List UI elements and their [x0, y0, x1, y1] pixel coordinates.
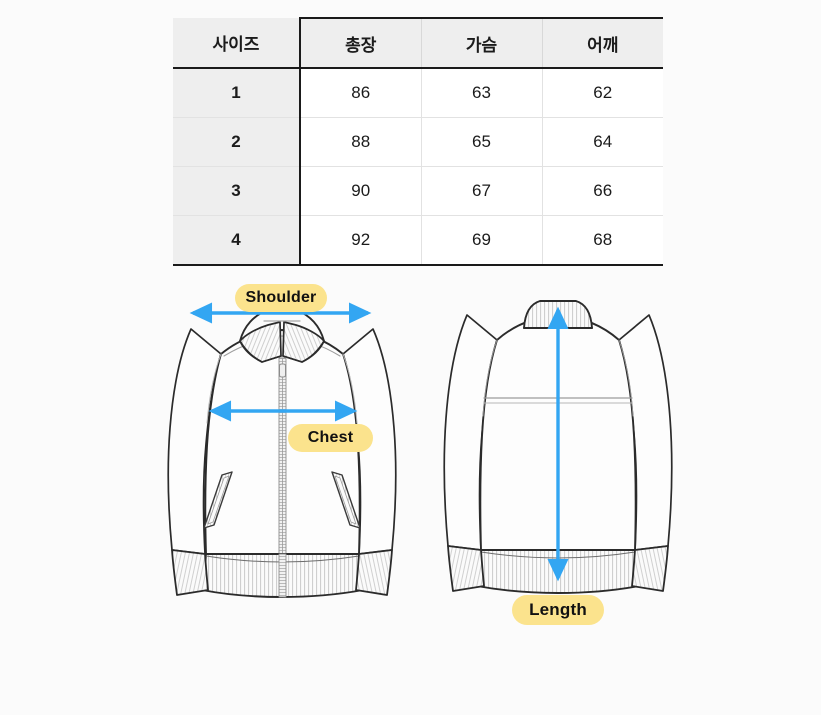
cell-chest: 67: [421, 166, 543, 216]
table-header-row: 사이즈 총장 가슴 어깨: [173, 17, 663, 69]
cell-size: 3: [173, 166, 301, 216]
front-collar-bottom-right: [282, 340, 325, 363]
table-row: 1 86 63 62: [173, 68, 663, 118]
back-left-shoulder-seam: [482, 339, 498, 417]
cell-length: 86: [300, 68, 422, 118]
cell-chest: 65: [421, 117, 543, 167]
size-table-body: 1 86 63 62 2 88 65 64 3 90 67 66 4 92 69: [173, 68, 663, 266]
cell-shoulder: 66: [542, 166, 663, 216]
column-header-shoulder: 어깨: [542, 17, 663, 69]
cell-length: 88: [300, 117, 422, 167]
column-header-size: 사이즈: [173, 18, 301, 69]
jacket-diagram-svg: [167, 300, 673, 598]
front-right-pocket-inner: [334, 475, 357, 525]
back-left-cuff: [447, 545, 485, 592]
front-hem-zipper: [278, 553, 287, 598]
front-left-cuff: [171, 549, 209, 596]
back-right-cuff: [631, 545, 669, 592]
front-left-pocket-inner: [207, 475, 230, 525]
cell-length: 90: [300, 166, 422, 216]
shoulder-measurement-label: Shoulder: [235, 284, 327, 312]
cell-chest: 69: [421, 215, 543, 266]
measurement-illustrations: [0, 268, 821, 715]
cell-length: 92: [300, 215, 422, 266]
jacket-front-illustration: [167, 307, 397, 598]
cell-size: 4: [173, 215, 301, 266]
back-right-shoulder-seam: [618, 339, 634, 417]
front-collar-bottom-left: [239, 340, 282, 363]
front-zipper-pull: [279, 363, 286, 378]
cell-chest: 63: [421, 68, 543, 118]
size-table: 사이즈 총장 가슴 어깨 1 86 63 62 2 88 65 64 3 90: [173, 17, 663, 266]
front-left-raglan-line: [206, 353, 222, 424]
size-table-container: 사이즈 총장 가슴 어깨 1 86 63 62 2 88 65 64 3 90: [173, 17, 663, 266]
cell-size: 1: [173, 68, 301, 118]
table-row: 2 88 65 64: [173, 117, 663, 167]
table-row: 3 90 67 66: [173, 166, 663, 216]
column-header-chest: 가슴: [421, 17, 543, 69]
column-header-length: 총장: [300, 17, 422, 69]
front-right-cuff: [355, 549, 393, 596]
measurement-arrows: [189, 302, 569, 582]
cell-size: 2: [173, 117, 301, 167]
size-table-header: 사이즈 총장 가슴 어깨: [173, 17, 663, 69]
cell-shoulder: 68: [542, 215, 663, 266]
length-measurement-label: Length: [512, 595, 604, 625]
table-row: 4 92 69 68: [173, 215, 663, 266]
cell-shoulder: 64: [542, 117, 663, 167]
cell-shoulder: 62: [542, 68, 663, 118]
chest-measurement-label: Chest: [288, 424, 373, 452]
